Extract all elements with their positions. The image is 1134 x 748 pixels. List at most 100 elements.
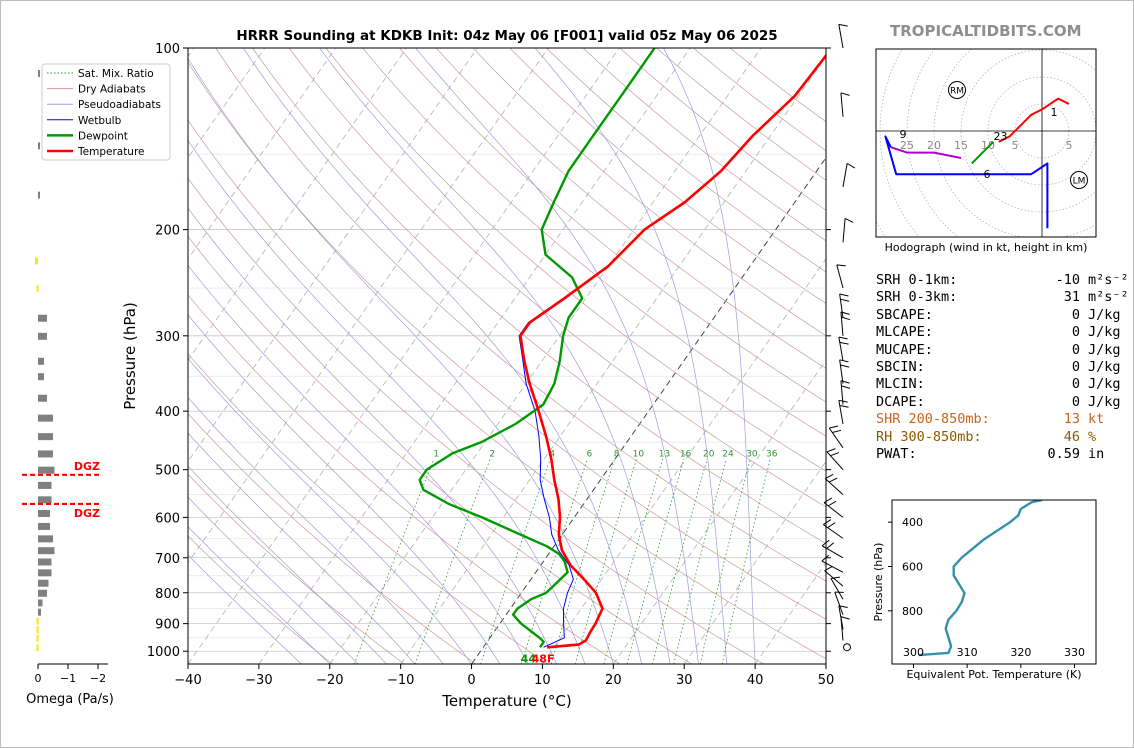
stat-label: MLCIN: — [876, 376, 925, 393]
mixing-ratio-line — [550, 458, 616, 664]
dry-adiabat — [188, 61, 826, 620]
wind-barb — [842, 162, 856, 188]
barb-flag — [838, 23, 848, 27]
wind-barb — [834, 591, 844, 615]
mixing-ratio-label: 36 — [766, 449, 778, 459]
legend-entry: Wetbulb — [78, 115, 122, 127]
hodo-segment — [890, 146, 962, 159]
wind-barb — [824, 474, 844, 495]
hodo-height-label: 2 — [994, 130, 1001, 143]
hodo-height-label: 6 — [984, 168, 991, 181]
mixing-ratio-label: 6 — [586, 449, 592, 459]
stat-row: MLCIN: 0 J/kg — [876, 376, 1129, 393]
stat-label: PWAT: — [876, 446, 917, 463]
stat-value: 13 — [1063, 411, 1080, 428]
dry-adiabat — [188, 413, 477, 664]
dry-adiabat — [288, 48, 826, 508]
stat-unit: J/kg — [1088, 359, 1121, 376]
x-tick-label: 30 — [676, 673, 693, 688]
hodo-segment — [884, 135, 1049, 229]
dry-adiabat — [188, 294, 620, 664]
surface-temperature-label: 48F — [532, 652, 555, 665]
legend-entry: Pseudoadiabats — [78, 99, 161, 111]
hodo-height-label: 3 — [1001, 130, 1008, 143]
omega-bar — [38, 357, 44, 365]
wind-barb — [843, 643, 851, 652]
stat-row: RH 300-850mb: 46% — [876, 429, 1129, 446]
legend-entry: Dewpoint — [78, 130, 128, 142]
stat-value: 0 — [1071, 324, 1080, 341]
stat-row: SRH 0-3km: 31 m²s⁻² — [876, 289, 1129, 306]
barb-flag — [824, 474, 834, 479]
stat-value: 0 — [1071, 359, 1080, 376]
omega-bar — [38, 522, 50, 530]
omega-bar — [38, 569, 52, 577]
stat-label: MLCAPE: — [876, 324, 933, 341]
barb-flag — [828, 477, 838, 483]
omega-bar — [38, 69, 40, 77]
moist-adiabat — [188, 139, 586, 664]
theta-x-axis-label: Equivalent Pot. Temperature (K) — [906, 668, 1081, 681]
omega-bar — [38, 450, 53, 458]
mixing-ratio-label: 24 — [722, 449, 734, 459]
stat-label: SBCAPE: — [876, 306, 933, 323]
mixing-ratio-label: 20 — [703, 449, 715, 459]
x-tick-label: 20 — [605, 673, 622, 688]
barb-flag — [829, 425, 839, 429]
y-tick-label: 1000 — [147, 645, 180, 660]
omega-bar — [38, 433, 53, 441]
barb-staff — [840, 92, 844, 117]
dry-adiabat — [188, 353, 549, 664]
theta-x-tick-label: 320 — [1010, 646, 1031, 659]
barb-flag — [840, 616, 850, 620]
dry-adiabat — [215, 48, 826, 582]
omega-bar — [38, 509, 50, 517]
mixing-ratio-label: 30 — [746, 449, 758, 459]
legend-box — [41, 63, 171, 161]
moist-adiabat — [188, 465, 387, 664]
stat-unit: J/kg — [1088, 324, 1121, 341]
barb-flag — [839, 293, 849, 297]
stat-row: DCAPE: 0 J/kg — [876, 394, 1129, 411]
calm-wind-circle — [843, 643, 851, 652]
stat-row: SBCIN: 0 J/kg — [876, 359, 1129, 376]
wind-barb — [838, 399, 849, 425]
wind-barb — [838, 23, 848, 49]
y-tick-label: 400 — [155, 405, 180, 420]
omega-bar — [38, 142, 40, 150]
omega-tick-label: 0 — [35, 672, 42, 685]
mixing-ratio-line — [626, 458, 685, 664]
stat-row: SRH 0-1km: -10 m²s⁻² — [876, 272, 1129, 289]
omega-bar — [38, 535, 53, 543]
stat-value: 0 — [1071, 393, 1080, 410]
legend-entry: Temperature — [77, 146, 145, 158]
x-tick-label: 50 — [818, 673, 835, 688]
omega-bar — [38, 558, 52, 566]
barb-flag — [838, 336, 848, 340]
wind-barb — [838, 336, 849, 361]
isotherm — [188, 48, 478, 463]
dry-adiabat — [435, 48, 826, 369]
isotherm — [329, 48, 762, 664]
mixing-ratio-line — [652, 458, 708, 664]
stat-label: DCAPE: — [876, 393, 925, 410]
stat-row: SHR 200-850mb: 13 kt — [876, 411, 1129, 428]
theta-e-plot — [918, 500, 1043, 657]
hodo-ring-label: 5 — [1066, 139, 1073, 152]
wind-barb — [823, 519, 844, 539]
omega-bar — [38, 608, 41, 616]
y-tick-label: 900 — [155, 618, 180, 633]
theta-x-tick-label: 310 — [957, 646, 978, 659]
omega-bar — [36, 617, 39, 625]
barb-staff — [836, 264, 844, 289]
x-tick-label: −10 — [387, 673, 414, 688]
isotherm — [400, 55, 826, 664]
barb-staff — [840, 616, 844, 641]
moist-adiabat — [415, 48, 699, 664]
omega-bar — [38, 579, 49, 587]
omega-axis-label: Omega (Pa/s) — [26, 692, 114, 707]
mixing-ratio-line — [521, 458, 588, 664]
barb-staff — [840, 380, 844, 405]
brand-watermark: TROPICALTIDBITS.COM — [890, 22, 1082, 40]
mixing-ratio-label: 13 — [659, 449, 670, 459]
